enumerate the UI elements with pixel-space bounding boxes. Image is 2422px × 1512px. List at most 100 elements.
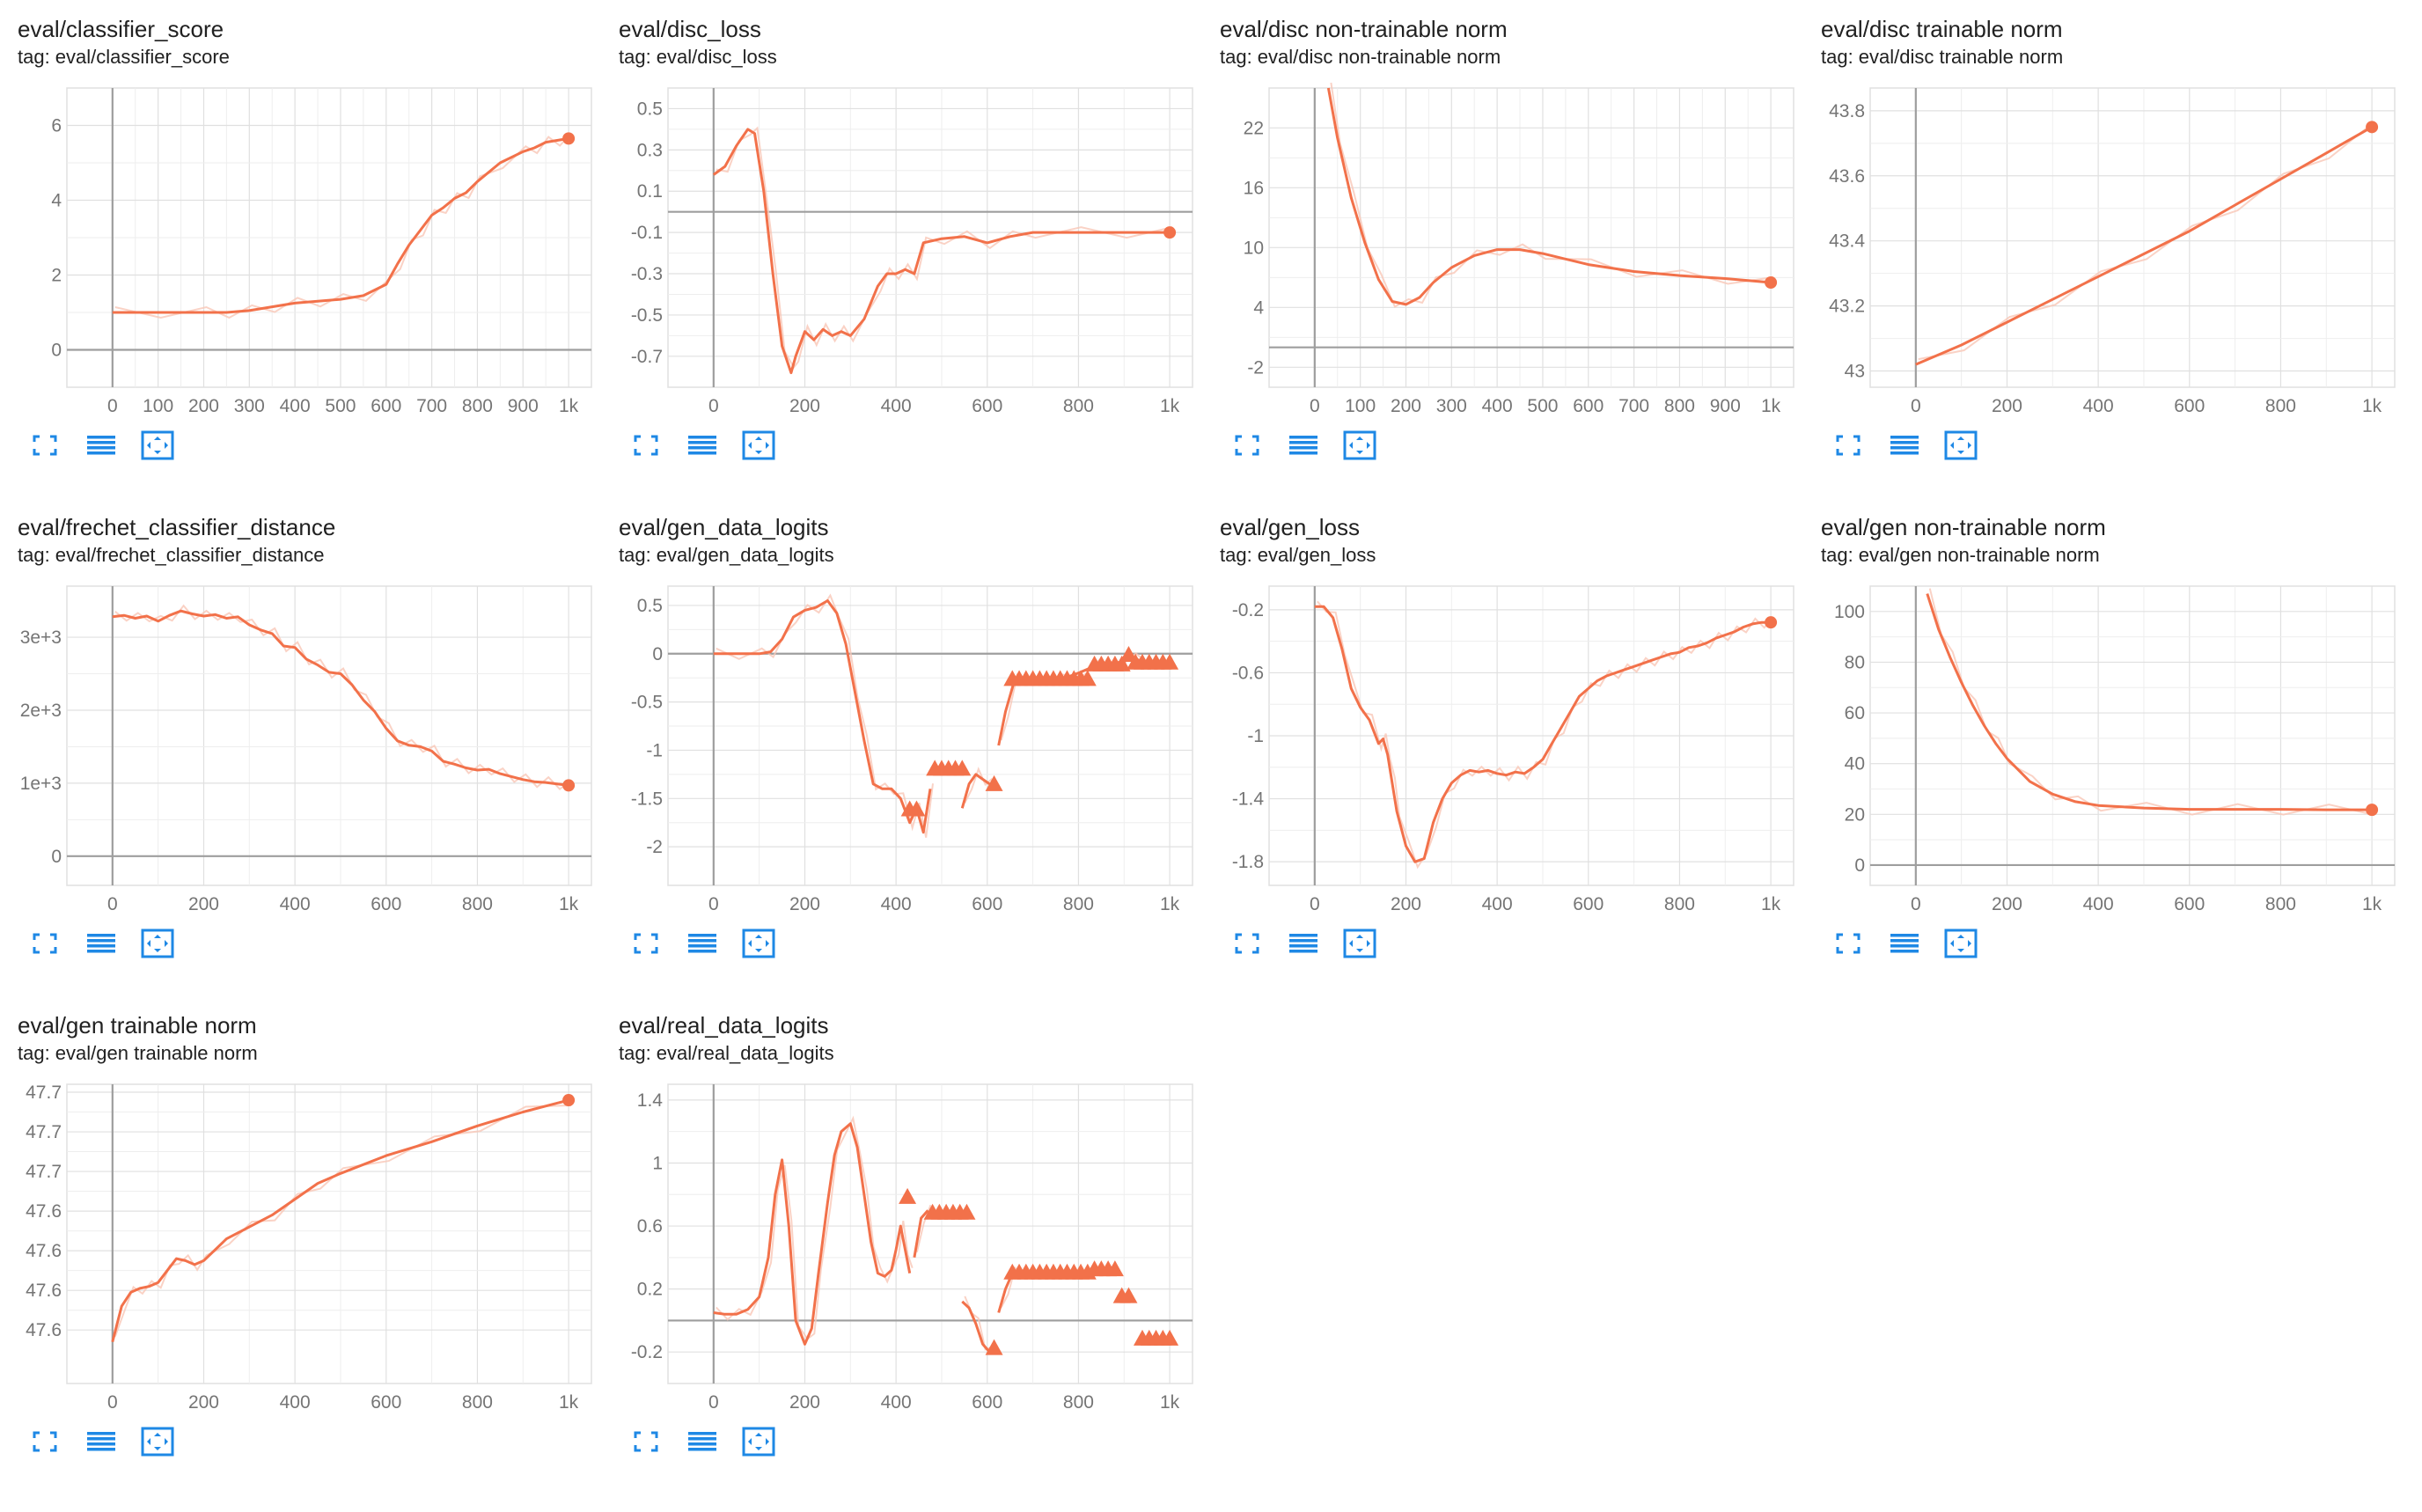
series-line[interactable] — [712, 128, 1171, 375]
toggle-log-scale-icon — [1890, 436, 1919, 455]
line-chart[interactable]: 0 200 400 600 800 1k 43.8 43.6 43.4 43.2 43 — [1821, 70, 2402, 422]
fullscreen-button[interactable] — [1229, 926, 1266, 961]
toggle-log-scale-button[interactable] — [1886, 926, 1923, 961]
line-chart[interactable]: 0 200 400 600 800 1k -0.2 -0.6 -1 -1.4 -1.8 — [1220, 569, 1801, 921]
fit-domain-button[interactable] — [139, 926, 176, 961]
line-chart[interactable]: 0 100 200 300 400 500 600 700 800 900 1k 22 16 10 4 -2 — [1220, 70, 1801, 422]
series-end-marker — [2366, 804, 2379, 817]
plot-frame — [667, 87, 1193, 388]
series-line[interactable] — [713, 1122, 912, 1346]
series-line[interactable] — [1915, 125, 2373, 366]
fit-domain-icon — [1944, 928, 1978, 958]
line-chart[interactable]: 0 200 400 600 800 1k 3e+3 2e+3 1e+3 0 — [18, 569, 598, 921]
toggle-log-scale-button[interactable] — [1285, 926, 1322, 961]
y-tick-label: 43.8 — [1829, 101, 1865, 121]
fullscreen-icon — [634, 933, 658, 954]
fit-domain-button[interactable] — [740, 926, 777, 961]
fit-domain-button[interactable] — [1341, 926, 1378, 961]
toggle-log-scale-button[interactable] — [684, 926, 721, 961]
fit-domain-button[interactable] — [139, 1424, 176, 1459]
fullscreen-icon — [33, 933, 57, 954]
fit-domain-button[interactable] — [139, 428, 176, 463]
fit-domain-button[interactable] — [1341, 428, 1378, 463]
x-tick-label: 200 — [1992, 396, 2022, 416]
scalar-card: eval/disc trainable norm tag: eval/disc t… — [1821, 0, 2402, 493]
fullscreen-button[interactable] — [26, 428, 63, 463]
series-line[interactable] — [1326, 87, 1772, 306]
fullscreen-button[interactable] — [628, 1424, 664, 1459]
toggle-log-scale-button[interactable] — [684, 428, 721, 463]
x-tick-label: 100 — [143, 396, 173, 416]
triangle-marker — [899, 1187, 917, 1204]
x-tick-label: 400 — [280, 396, 311, 416]
y-tick-label: 22 — [1244, 118, 1264, 138]
x-tick-label: 1k — [1160, 894, 1180, 914]
triangle-marker — [1161, 1329, 1179, 1346]
toggle-log-scale-button[interactable] — [684, 1424, 721, 1459]
toggle-log-scale-button[interactable] — [83, 926, 120, 961]
x-tick-label: 600 — [2174, 894, 2205, 914]
series-line[interactable] — [713, 599, 932, 834]
x-tick-label: 800 — [2265, 894, 2296, 914]
fit-domain-button[interactable] — [740, 1424, 777, 1459]
x-tick-label: 200 — [188, 1392, 219, 1413]
x-tick-label: 0 — [107, 894, 118, 914]
line-chart[interactable]: 0 200 400 600 800 1k 47.7 47.7 47.7 47.6 47.6 47.6 4… — [18, 1067, 598, 1419]
series-line[interactable] — [913, 1209, 929, 1259]
y-tick-label: 43.4 — [1829, 231, 1865, 252]
plot-frame — [1268, 87, 1794, 388]
triangle-marker — [1105, 1260, 1124, 1277]
toggle-log-scale-button[interactable] — [1886, 428, 1923, 463]
toggle-log-scale-icon — [1890, 934, 1919, 953]
y-tick-label: 47.7 — [26, 1083, 62, 1103]
series-end-marker — [1163, 226, 1177, 239]
x-tick-label: 200 — [188, 894, 219, 914]
x-tick-label: 500 — [325, 396, 356, 416]
fit-domain-icon — [742, 1427, 775, 1457]
fullscreen-button[interactable] — [26, 1424, 63, 1459]
x-tick-label: 0 — [708, 1392, 719, 1413]
line-chart[interactable]: 0 200 400 600 800 1k 0.5 0 -0.5 -1 -1.5 -2 — [619, 569, 1200, 921]
fit-domain-button[interactable] — [1942, 428, 1979, 463]
fullscreen-button[interactable] — [1830, 428, 1867, 463]
fit-domain-button[interactable] — [740, 428, 777, 463]
x-tick-label: 600 — [972, 396, 1002, 416]
scalar-card: eval/gen non-trainable norm tag: eval/gen… — [1821, 498, 2402, 991]
series-line[interactable] — [111, 1098, 569, 1343]
fullscreen-button[interactable] — [1229, 428, 1266, 463]
toggle-log-scale-button[interactable] — [1285, 428, 1322, 463]
fit-domain-icon — [141, 1427, 174, 1457]
toggle-log-scale-icon — [87, 436, 115, 455]
fullscreen-icon — [1836, 435, 1861, 456]
x-tick-label: 1k — [2362, 894, 2382, 914]
y-tick-label: 43.6 — [1829, 166, 1865, 187]
toggle-log-scale-icon — [1289, 436, 1317, 455]
x-tick-label: 0 — [1310, 894, 1320, 914]
fullscreen-button[interactable] — [628, 428, 664, 463]
line-chart[interactable]: 0 200 400 600 800 1k 0.5 0.3 0.1 -0.1 -0.3 -0.5 -0.7 — [619, 70, 1200, 422]
fullscreen-button[interactable] — [1830, 926, 1867, 961]
y-tick-label: -1 — [646, 740, 663, 760]
y-tick-label: -0.6 — [1232, 663, 1264, 683]
x-tick-label: 700 — [416, 396, 447, 416]
x-tick-label: 400 — [2083, 894, 2114, 914]
series-line[interactable] — [112, 136, 569, 314]
toggle-log-scale-button[interactable] — [83, 1424, 120, 1459]
series-line[interactable] — [1926, 593, 2373, 811]
toggle-log-scale-button[interactable] — [83, 428, 120, 463]
y-tick-label: 0 — [51, 847, 62, 867]
plot-frame — [667, 585, 1193, 886]
fit-domain-button[interactable] — [1942, 926, 1979, 961]
series-line[interactable] — [112, 609, 569, 787]
x-tick-label: 800 — [1063, 396, 1094, 416]
fullscreen-button[interactable] — [26, 926, 63, 961]
line-chart[interactable]: 0 200 400 600 800 1k 1.4 1 0.6 0.2 -0.2 — [619, 1067, 1200, 1419]
series-line[interactable] — [1314, 605, 1772, 863]
fullscreen-button[interactable] — [628, 926, 664, 961]
series-line[interactable] — [960, 773, 991, 809]
series-line[interactable] — [961, 1300, 991, 1354]
x-tick-label: 800 — [1664, 396, 1695, 416]
x-tick-label: 1k — [1160, 1392, 1180, 1413]
line-chart[interactable]: 0 100 200 300 400 500 600 700 800 900 1k 0 2 4 6 — [18, 70, 598, 422]
